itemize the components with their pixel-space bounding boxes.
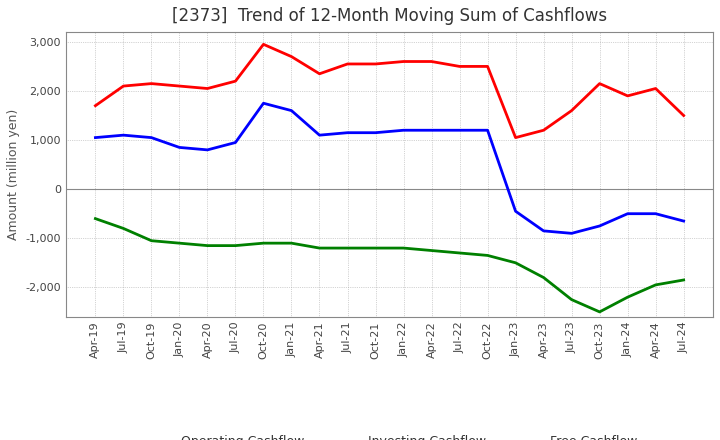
Free Cashflow (91, 135, 99, 140)
Operating Cashflow (175, 84, 184, 89)
Investing Cashflow (231, 243, 240, 248)
Operating Cashflow (147, 81, 156, 86)
Operating Cashflow (455, 64, 464, 69)
Free Cashflow (652, 211, 660, 216)
Operating Cashflow (287, 54, 296, 59)
Operating Cashflow (91, 103, 99, 108)
Line: Investing Cashflow: Investing Cashflow (95, 219, 684, 312)
Legend: Operating Cashflow, Investing Cashflow, Free Cashflow: Operating Cashflow, Investing Cashflow, … (137, 430, 642, 440)
Investing Cashflow (455, 250, 464, 256)
Investing Cashflow (511, 260, 520, 265)
Investing Cashflow (652, 282, 660, 287)
Investing Cashflow (624, 294, 632, 300)
Title: [2373]  Trend of 12-Month Moving Sum of Cashflows: [2373] Trend of 12-Month Moving Sum of C… (172, 7, 607, 25)
Y-axis label: Amount (million yen): Amount (million yen) (7, 109, 20, 240)
Free Cashflow (567, 231, 576, 236)
Free Cashflow (511, 209, 520, 214)
Operating Cashflow (399, 59, 408, 64)
Investing Cashflow (259, 241, 268, 246)
Investing Cashflow (539, 275, 548, 280)
Investing Cashflow (680, 277, 688, 282)
Free Cashflow (315, 132, 324, 138)
Investing Cashflow (315, 246, 324, 251)
Free Cashflow (343, 130, 352, 136)
Investing Cashflow (287, 241, 296, 246)
Operating Cashflow (595, 81, 604, 86)
Investing Cashflow (427, 248, 436, 253)
Free Cashflow (624, 211, 632, 216)
Investing Cashflow (203, 243, 212, 248)
Operating Cashflow (259, 42, 268, 47)
Investing Cashflow (399, 246, 408, 251)
Operating Cashflow (372, 61, 380, 66)
Free Cashflow (455, 128, 464, 133)
Investing Cashflow (372, 246, 380, 251)
Investing Cashflow (567, 297, 576, 302)
Operating Cashflow (203, 86, 212, 91)
Free Cashflow (483, 128, 492, 133)
Operating Cashflow (624, 93, 632, 99)
Operating Cashflow (483, 64, 492, 69)
Free Cashflow (427, 128, 436, 133)
Line: Operating Cashflow: Operating Cashflow (95, 44, 684, 138)
Operating Cashflow (119, 84, 127, 89)
Free Cashflow (287, 108, 296, 113)
Free Cashflow (680, 218, 688, 224)
Operating Cashflow (680, 113, 688, 118)
Operating Cashflow (231, 78, 240, 84)
Investing Cashflow (91, 216, 99, 221)
Operating Cashflow (652, 86, 660, 91)
Operating Cashflow (511, 135, 520, 140)
Free Cashflow (399, 128, 408, 133)
Investing Cashflow (483, 253, 492, 258)
Free Cashflow (372, 130, 380, 136)
Operating Cashflow (427, 59, 436, 64)
Free Cashflow (231, 140, 240, 145)
Line: Free Cashflow: Free Cashflow (95, 103, 684, 233)
Free Cashflow (539, 228, 548, 234)
Free Cashflow (203, 147, 212, 153)
Operating Cashflow (539, 128, 548, 133)
Investing Cashflow (343, 246, 352, 251)
Free Cashflow (147, 135, 156, 140)
Operating Cashflow (315, 71, 324, 77)
Free Cashflow (595, 224, 604, 229)
Free Cashflow (175, 145, 184, 150)
Investing Cashflow (175, 241, 184, 246)
Operating Cashflow (567, 108, 576, 113)
Free Cashflow (259, 101, 268, 106)
Investing Cashflow (147, 238, 156, 243)
Free Cashflow (119, 132, 127, 138)
Investing Cashflow (595, 309, 604, 315)
Investing Cashflow (119, 226, 127, 231)
Operating Cashflow (343, 61, 352, 66)
